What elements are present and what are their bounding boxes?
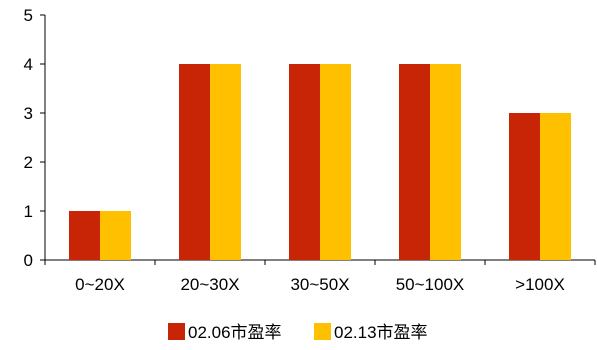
legend-label-1: 02.06市盈率 bbox=[188, 323, 282, 342]
y-tick-label: 2 bbox=[24, 153, 33, 172]
bar-series-2 bbox=[100, 211, 131, 260]
x-tick-label: 30~50X bbox=[290, 275, 349, 294]
legend: 02.06市盈率 02.13市盈率 bbox=[168, 323, 428, 342]
legend-label-2: 02.13市盈率 bbox=[334, 323, 428, 342]
bar-series-2 bbox=[540, 113, 571, 260]
y-axis: 0 1 2 3 4 5 bbox=[24, 6, 46, 270]
x-tick-label: 0~20X bbox=[75, 275, 125, 294]
y-tick-label: 4 bbox=[24, 55, 33, 74]
bars bbox=[69, 64, 571, 260]
legend-swatch-2 bbox=[314, 323, 331, 340]
legend-swatch-1 bbox=[168, 323, 185, 340]
x-tick-label: 50~100X bbox=[396, 275, 465, 294]
x-axis: 0~20X 20~30X 30~50X 50~100X >100X bbox=[44, 259, 596, 294]
y-tick-label: 3 bbox=[24, 104, 33, 123]
bar-series-2 bbox=[210, 64, 241, 260]
bar-series-1 bbox=[69, 211, 100, 260]
x-tick-label: 20~30X bbox=[180, 275, 239, 294]
bar-series-1 bbox=[179, 64, 210, 260]
bar-series-2 bbox=[320, 64, 351, 260]
x-tick-label: >100X bbox=[515, 275, 565, 294]
y-tick-label: 1 bbox=[24, 202, 33, 221]
y-tick-label: 0 bbox=[24, 251, 33, 270]
bar-series-1 bbox=[509, 113, 540, 260]
bar-series-1 bbox=[399, 64, 430, 260]
bar-series-2 bbox=[430, 64, 461, 260]
y-tick-label: 5 bbox=[24, 6, 33, 25]
bar-series-1 bbox=[289, 64, 320, 260]
